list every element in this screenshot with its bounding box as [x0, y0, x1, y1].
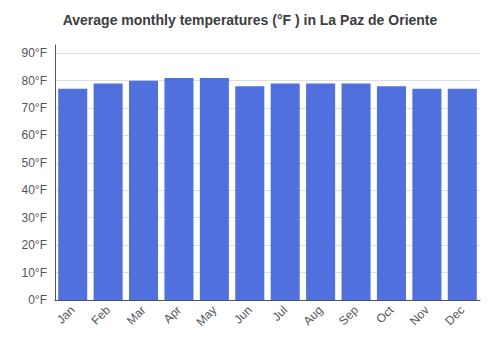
svg-text:Jul: Jul [269, 303, 290, 324]
svg-text:70°F: 70°F [22, 101, 47, 115]
svg-text:Mar: Mar [124, 303, 149, 327]
svg-text:Feb: Feb [89, 303, 114, 328]
svg-text:Jun: Jun [231, 303, 255, 327]
svg-text:Dec: Dec [442, 303, 467, 328]
svg-text:May: May [193, 303, 219, 329]
svg-text:Sep: Sep [336, 303, 361, 328]
svg-text:90°F: 90°F [22, 46, 47, 60]
svg-text:Nov: Nov [407, 303, 432, 328]
svg-text:Oct: Oct [373, 303, 397, 327]
svg-text:40°F: 40°F [22, 183, 47, 197]
svg-text:Average monthly temperatures (: Average monthly temperatures (°F ) in La… [63, 12, 438, 28]
svg-text:60°F: 60°F [22, 128, 47, 142]
svg-text:80°F: 80°F [22, 74, 47, 88]
svg-text:50°F: 50°F [22, 156, 47, 170]
svg-text:Jan: Jan [54, 303, 78, 327]
svg-text:Apr: Apr [161, 303, 184, 326]
svg-text:10°F: 10°F [22, 266, 47, 280]
svg-text:20°F: 20°F [22, 238, 47, 252]
svg-text:0°F: 0°F [28, 293, 47, 307]
svg-text:Aug: Aug [301, 303, 326, 328]
svg-text:30°F: 30°F [22, 211, 47, 225]
